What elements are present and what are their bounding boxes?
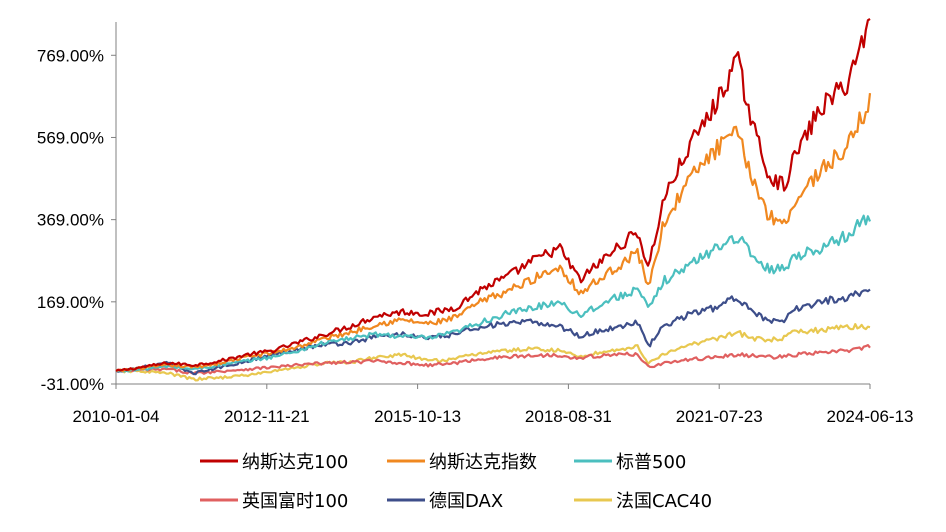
chart-axes [115,22,870,385]
y-tick-label: 369.00% [37,211,104,230]
x-axis-ticks: 2010-01-04 2012-11-21 2015-10-13 2018-08-31… [73,384,914,426]
legend-label: 法国CAC40 [616,491,712,512]
series-line-1 [115,17,871,372]
y-tick-label: -31.00% [41,375,104,394]
series-line-4 [115,344,871,375]
legend-item: 法国CAC40 [574,491,712,512]
y-axis-ticks: 769.00% 569.00% 369.00% 169.00% -31.00% [37,46,116,394]
legend-item: 英国富时100 [200,491,348,512]
y-tick-label: 169.00% [37,293,104,312]
x-tick-label: 2024-06-13 [827,407,914,426]
legend-label: 纳斯达克100 [242,452,348,473]
legend-item: 德国DAX [387,491,503,512]
legend-label: 德国DAX [429,491,503,512]
legend-label: 英国富时100 [242,491,348,512]
chart-legend: 纳斯达克100 纳斯达克指数 标普500 英国富时100 德国DAX 法国CAC40 [200,452,712,512]
y-tick-label: 769.00% [37,46,104,65]
series-line-3 [115,214,872,373]
y-tick-label: 569.00% [37,128,104,147]
series-line-6 [115,323,871,382]
series-lines [115,17,872,382]
series-line-5 [115,288,871,376]
legend-label: 标普500 [616,452,686,473]
x-tick-label: 2018-08-31 [525,407,612,426]
x-tick-label: 2021-07-23 [676,407,763,426]
legend-item: 纳斯达克100 [200,452,348,473]
legend-item: 标普500 [574,452,686,473]
x-tick-label: 2010-01-04 [73,407,160,426]
legend-item: 纳斯达克指数 [387,452,537,473]
x-tick-label: 2012-11-21 [224,407,310,426]
legend-label: 纳斯达克指数 [429,452,537,473]
x-tick-label: 2015-10-13 [374,407,461,426]
